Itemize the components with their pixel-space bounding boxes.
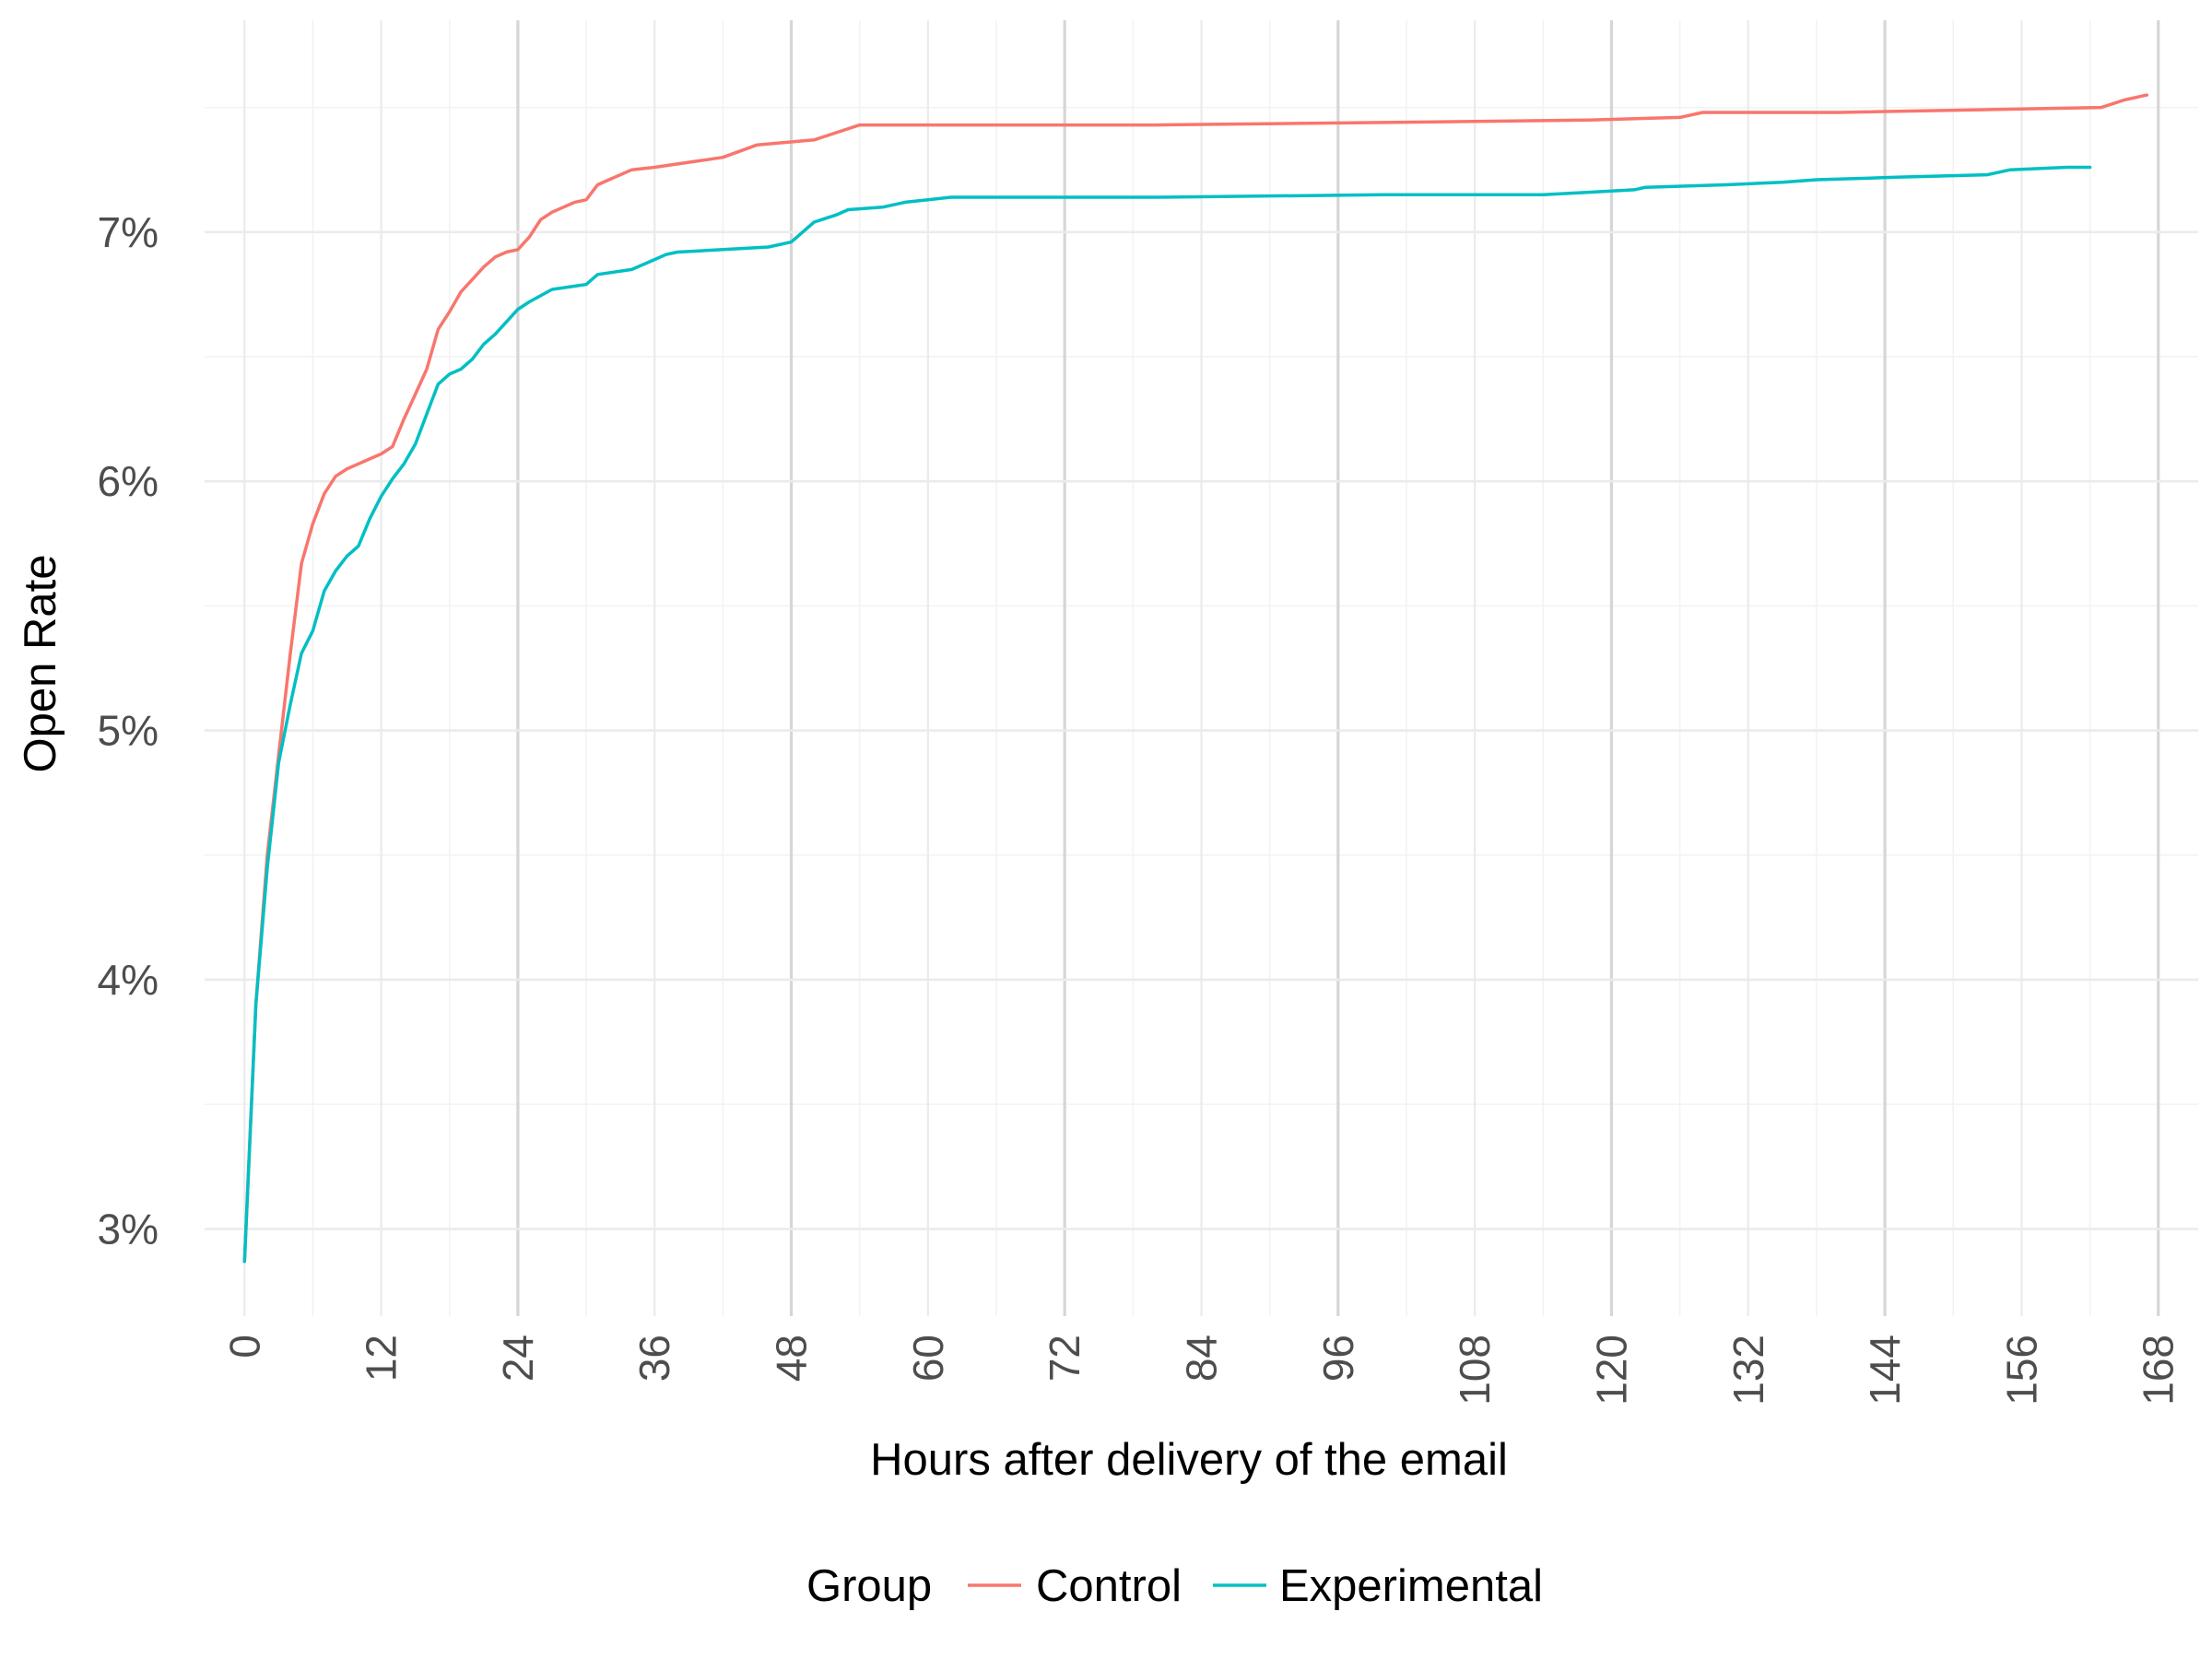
x-tick-label: 36 (630, 1335, 678, 1382)
x-tick-label: 156 (1997, 1335, 2045, 1406)
legend: Group Control Experimental (806, 1561, 1543, 1611)
y-tick-label: 6% (98, 457, 159, 505)
x-tick-label: 120 (1587, 1335, 1635, 1406)
y-tick-label: 5% (98, 707, 159, 755)
series-line-control (242, 93, 2149, 1264)
x-tick-label: 0 (220, 1335, 268, 1359)
y-tick-label: 7% (98, 208, 159, 256)
series-lines (242, 93, 2149, 1264)
x-axis-title: Hours after delivery of the email (870, 1435, 1508, 1485)
legend-label-control: Control (1036, 1561, 1182, 1611)
legend-label-experimental: Experimental (1279, 1561, 1543, 1611)
x-tick-label: 144 (1861, 1335, 1909, 1406)
x-axis-tick-labels: 0 12 24 36 48 60 72 84 96 108 120 132 144 156 168 (220, 1335, 2182, 1406)
y-axis-tick-labels: 3% 4% 5% 6% 7% (98, 208, 159, 1253)
x-tick-label: 72 (1041, 1335, 1088, 1382)
x-tick-label: 132 (1724, 1335, 1772, 1406)
x-tick-label: 24 (494, 1335, 542, 1382)
x-tick-label: 84 (1178, 1335, 1226, 1382)
x-tick-label: 108 (1451, 1335, 1499, 1406)
x-tick-label: 48 (768, 1335, 816, 1382)
x-tick-label: 168 (2135, 1335, 2183, 1406)
legend-title: Group (806, 1561, 932, 1611)
x-tick-label: 12 (358, 1335, 406, 1382)
major-grid (205, 20, 2198, 1316)
x-tick-label: 60 (904, 1335, 952, 1382)
y-axis-title: Open Rate (16, 555, 65, 773)
x-tick-label: 96 (1314, 1335, 1362, 1382)
series-line-experimental (242, 165, 2092, 1264)
y-tick-label: 4% (98, 956, 159, 1004)
y-tick-label: 3% (98, 1205, 159, 1253)
